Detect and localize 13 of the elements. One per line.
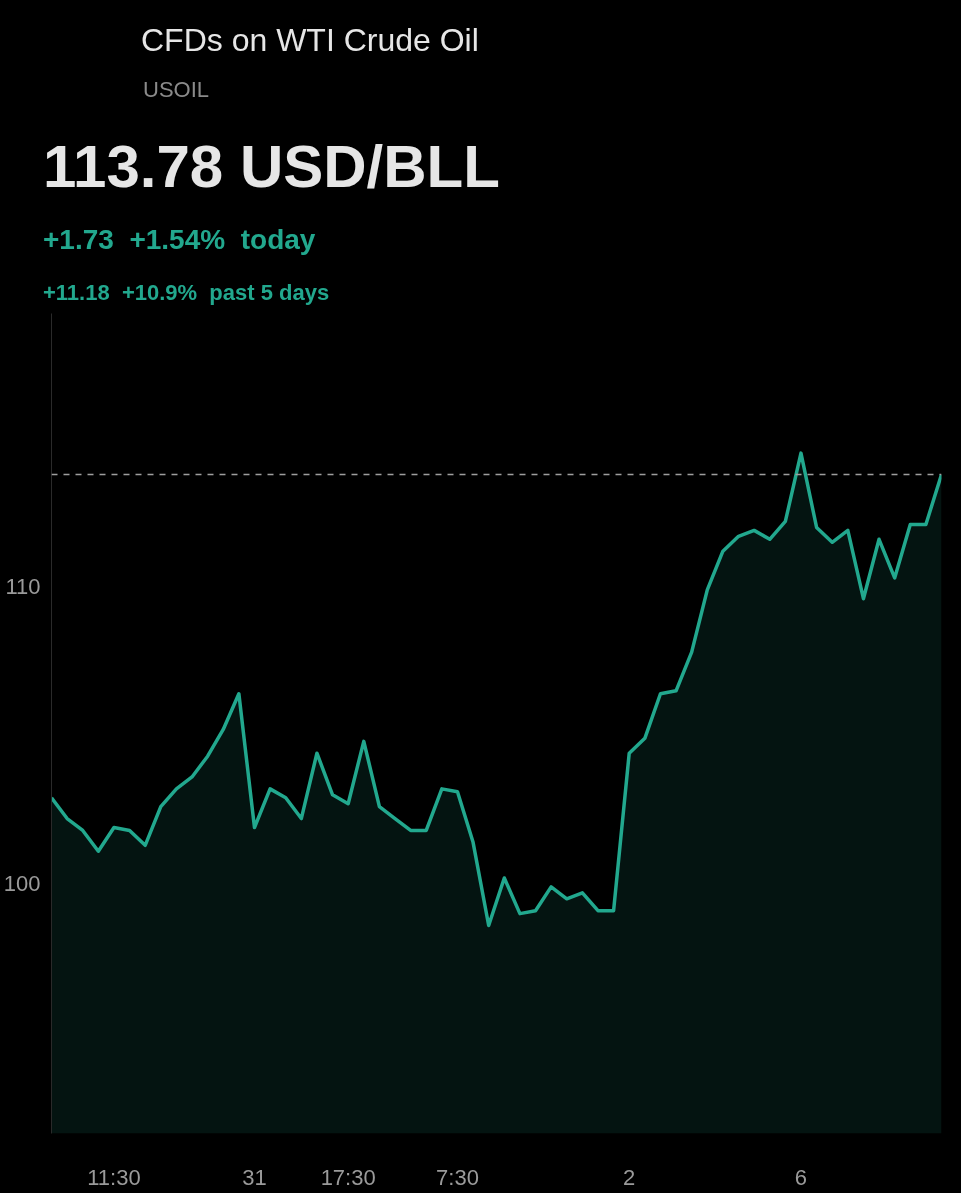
x-tick-label: 31 xyxy=(242,1164,267,1190)
text: +1.73 +1.54% today xyxy=(43,222,316,257)
x-tick-label: 11:30 xyxy=(87,1164,141,1190)
y-tick-label: 100 xyxy=(3,871,41,897)
x-tick-label: 2 xyxy=(623,1164,636,1190)
text: 113.78 USD/BLL xyxy=(43,132,500,203)
x-tick-label: 6 xyxy=(794,1164,808,1190)
x-tick-label: 7:30 xyxy=(436,1164,479,1190)
chart-title: CFDs on WTI Crude Oil xyxy=(141,21,479,60)
y-tick-label: 110 xyxy=(5,574,41,600)
text: +11.18 +10.9% past 5 days xyxy=(43,278,330,307)
chart-subtitle: USOIL xyxy=(143,75,210,104)
x-tick-label: 17:30 xyxy=(320,1164,376,1190)
